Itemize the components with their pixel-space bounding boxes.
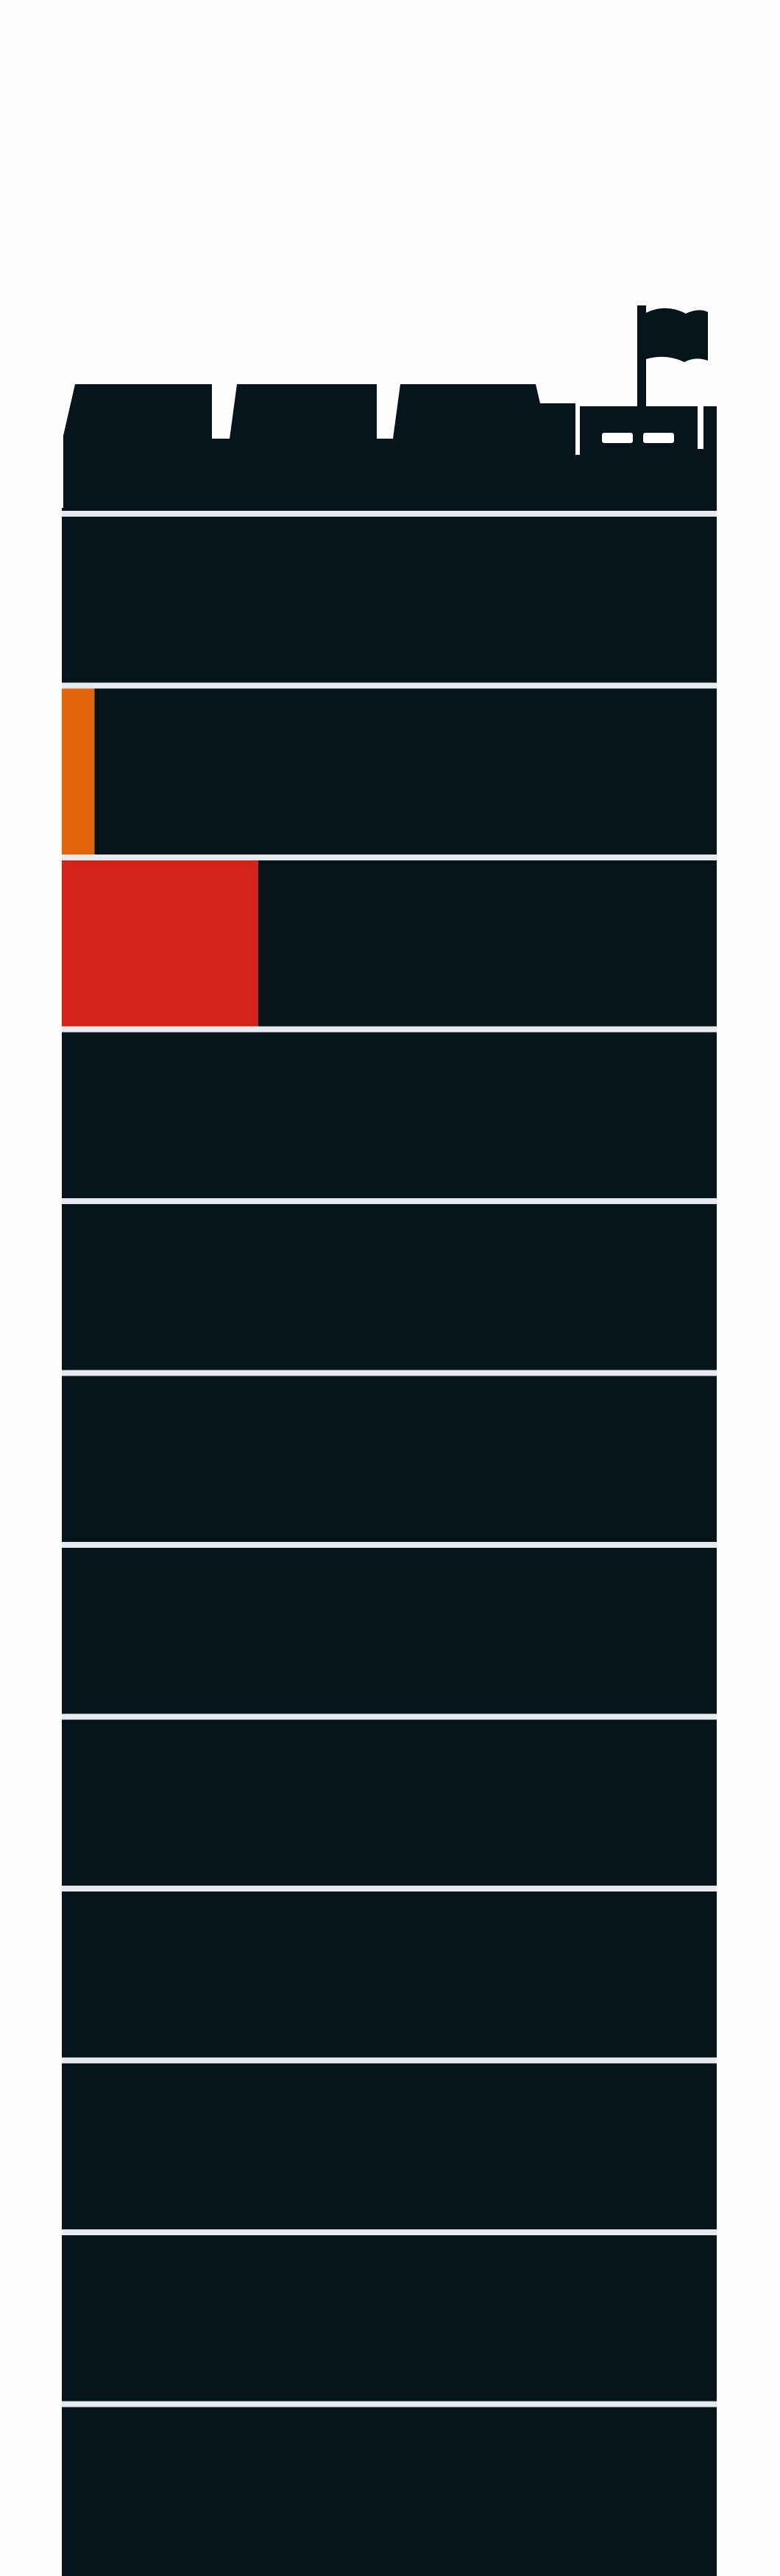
flag-icon (637, 305, 708, 416)
row-divider (62, 1886, 717, 1892)
row-fill-bar (62, 860, 258, 1027)
tower-row (62, 682, 717, 689)
tower-row (62, 1886, 717, 1892)
row-divider (62, 1198, 717, 1204)
tower-row (62, 1713, 717, 1720)
row-divider (62, 2229, 717, 2235)
row-divider (62, 511, 717, 517)
row-divider (62, 2401, 717, 2407)
row-divider (62, 1713, 717, 1720)
tower-row (62, 1198, 717, 1204)
tower-battlements (63, 384, 717, 508)
window (602, 433, 633, 443)
tower-rows (62, 511, 717, 2407)
tower-row (62, 860, 717, 1033)
tower-row (62, 2229, 717, 2235)
row-divider (62, 1542, 717, 1548)
row-divider (62, 854, 717, 860)
row-divider (62, 1026, 717, 1033)
tower-row (62, 2401, 717, 2407)
tower-row (62, 1370, 717, 1376)
row-fill-bar (62, 688, 95, 854)
tower-row (62, 2057, 717, 2064)
row-divider (62, 682, 717, 689)
window (643, 433, 674, 443)
row-divider (62, 2057, 717, 2064)
tower-row (62, 1542, 717, 1548)
row-divider (62, 1370, 717, 1376)
tower-row (62, 688, 717, 860)
